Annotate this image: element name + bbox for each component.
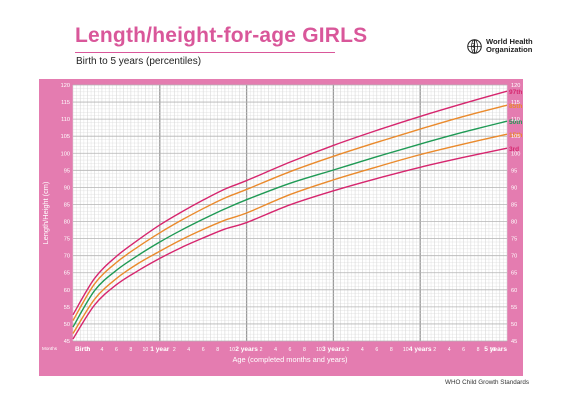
who-org-name: World Health Organization bbox=[486, 38, 533, 54]
x-tick-label: 4 bbox=[361, 347, 364, 353]
x-tick-label: 2 bbox=[260, 347, 263, 353]
x-tick-label: 10 bbox=[490, 347, 496, 353]
y-tick-label-right: 100 bbox=[511, 151, 520, 157]
y-tick-label-right: 55 bbox=[511, 305, 517, 311]
x-tick-label: 8 bbox=[216, 347, 219, 353]
x-tick-label: 4 bbox=[100, 347, 103, 353]
x-months-label: Months bbox=[42, 346, 58, 351]
y-tick-label-right: 90 bbox=[511, 185, 517, 191]
x-tick-label: 4 years bbox=[409, 346, 432, 353]
x-tick-label: 8 bbox=[390, 347, 393, 353]
x-tick-label: 2 bbox=[433, 347, 436, 353]
y-tick-label: 115 bbox=[61, 100, 70, 106]
y-tick-label-right: 105 bbox=[511, 134, 520, 140]
x-tick-label: 4 bbox=[448, 347, 451, 353]
y-tick-label: 75 bbox=[64, 237, 70, 243]
y-tick-label-right: 110 bbox=[511, 117, 520, 123]
y-tick-label-right: 50 bbox=[511, 322, 517, 328]
y-tick-label-right: 115 bbox=[511, 100, 520, 106]
y-tick-label-right: 75 bbox=[511, 237, 517, 243]
y-tick-label: 65 bbox=[64, 271, 70, 277]
series-label-85th: 85th bbox=[509, 103, 522, 110]
x-tick-label: 8 bbox=[303, 347, 306, 353]
x-tick-label: 6 bbox=[115, 347, 118, 353]
y-tick-label: 60 bbox=[64, 288, 70, 294]
x-tick-label: 6 bbox=[462, 347, 465, 353]
x-tick-label: 2 bbox=[173, 347, 176, 353]
x-tick-label: 2 years bbox=[235, 346, 258, 353]
y-tick-label: 80 bbox=[64, 220, 70, 226]
series-label-97th: 97th bbox=[509, 89, 522, 96]
series-line-15th bbox=[72, 133, 508, 334]
x-tick-label: 10 bbox=[229, 347, 235, 353]
x-tick-label: 2 bbox=[86, 347, 89, 353]
series-label-3rd: 3rd bbox=[509, 146, 519, 153]
x-tick-label: 4 bbox=[187, 347, 190, 353]
source-note: WHO Child Growth Standards bbox=[445, 379, 529, 386]
y-tick-label: 110 bbox=[61, 117, 70, 123]
x-tick-label: Birth bbox=[75, 346, 90, 353]
x-tick-label: 2 bbox=[346, 347, 349, 353]
x-tick-label: 8 bbox=[129, 347, 132, 353]
x-tick-label: 10 bbox=[316, 347, 322, 353]
y-tick-label: 105 bbox=[61, 134, 70, 140]
y-tick-label: 120 bbox=[61, 83, 70, 89]
who-logo: World Health Organization bbox=[467, 38, 533, 54]
y-tick-label: 55 bbox=[64, 305, 70, 311]
x-tick-label: 1 year bbox=[150, 346, 170, 353]
y-tick-label-right: 80 bbox=[511, 220, 517, 226]
x-tick-label: 10 bbox=[142, 347, 148, 353]
series-line-50th bbox=[72, 120, 508, 328]
who-org-line2: Organization bbox=[486, 45, 533, 54]
title-divider bbox=[75, 52, 335, 53]
series-line-3rd bbox=[72, 147, 508, 340]
y-tick-label-right: 45 bbox=[511, 339, 517, 345]
x-tick-label: 8 bbox=[477, 347, 480, 353]
y-tick-label: 50 bbox=[64, 322, 70, 328]
y-tick-label-right: 85 bbox=[511, 202, 517, 208]
chart-series: 3rd 15th 50th 85th 97th bbox=[72, 89, 522, 340]
y-tick-label: 70 bbox=[64, 254, 70, 260]
y-tick-label-right: 120 bbox=[511, 83, 520, 89]
page-subtitle: Birth to 5 years (percentiles) bbox=[76, 56, 202, 67]
who-org-line1: World Health bbox=[486, 37, 533, 46]
x-tick-label: 3 years bbox=[322, 346, 345, 353]
page-title: Length/height-for-age GIRLS bbox=[75, 24, 368, 47]
x-tick-label: 6 bbox=[375, 347, 378, 353]
y-tick-label: 45 bbox=[64, 339, 70, 345]
series-label-15th: 15th bbox=[509, 132, 522, 139]
y-tick-label: 95 bbox=[64, 168, 70, 174]
series-line-97th bbox=[72, 90, 508, 316]
y-tick-label: 90 bbox=[64, 185, 70, 191]
y-tick-label-right: 60 bbox=[511, 288, 517, 294]
y-tick-labels: 45 45 50 50 55 55 60 60 65 65 70 70 75 75 80 80 85 85 90 90… bbox=[61, 83, 521, 345]
y-tick-label: 100 bbox=[61, 151, 70, 157]
x-tick-label: 5 years bbox=[484, 346, 507, 353]
y-tick-label-right: 65 bbox=[511, 271, 517, 277]
series-label-50th: 50th bbox=[509, 119, 522, 126]
x-tick-label: 6 bbox=[289, 347, 292, 353]
x-axis-label: Age (completed months and years) bbox=[232, 355, 347, 364]
x-tick-label: 6 bbox=[202, 347, 205, 353]
y-tick-label-right: 95 bbox=[511, 168, 517, 174]
y-axis-label: Length/Height (cm) bbox=[41, 182, 50, 245]
who-emblem-icon bbox=[467, 38, 482, 54]
chart-grid bbox=[72, 84, 508, 342]
x-tick-label: 10 bbox=[403, 347, 409, 353]
y-tick-label-right: 70 bbox=[511, 254, 517, 260]
y-tick-label: 85 bbox=[64, 202, 70, 208]
x-tick-label: 4 bbox=[274, 347, 277, 353]
series-line-85th bbox=[72, 104, 508, 321]
